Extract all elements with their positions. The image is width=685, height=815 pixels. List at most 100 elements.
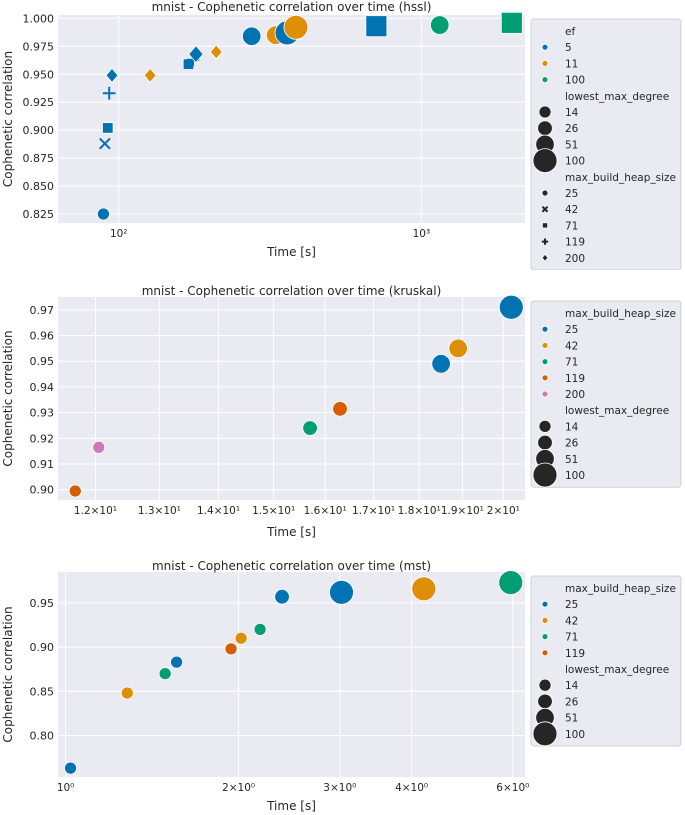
x-tick-label: 3×10⁰ [323,782,356,794]
legend-marker [532,462,558,488]
legend-item-label: 100 [565,729,585,741]
data-point [158,667,172,681]
legend-marker [541,325,549,333]
legend-item-label: 71 [565,357,578,369]
y-tick-label: 0.95 [30,355,55,368]
legend-box [530,300,682,488]
legend-marker [541,649,549,657]
y-tick-label: 0.93 [30,407,55,420]
data-point [99,137,111,150]
mst-chart: 0.80 0.85 0.90 0.95 10⁰ 2×10⁰ 3×10⁰ 4×10⁰ 6×10⁰ m… [1,559,682,813]
data-point [431,354,451,374]
legend-group-title: ef [565,26,575,38]
y-tick-label: 0.90 [30,641,55,654]
data-point [430,15,450,35]
x-tick-label: 1.8×10¹ [398,505,441,517]
legend-item-label: 25 [565,599,578,611]
x-axis-label: Time [s] [266,245,316,259]
data-point [92,440,106,454]
legend-group-title: lowest_max_degree [565,91,669,103]
legend-marker [537,693,553,710]
legend-marker [541,238,549,245]
legend-marker [537,434,553,451]
data-point [242,26,262,46]
legend-group-title: lowest_max_degree [565,664,669,676]
legend-marker [541,617,549,624]
y-tick-label: 0.875 [23,152,55,165]
data-point [411,576,437,602]
legend-marker [541,600,549,608]
legend-marker [532,148,558,174]
y-tick-label: 0.85 [30,685,55,698]
x-tick-label: 2×10¹ [487,505,520,517]
legend-group-title: max_build_heap_size [565,172,676,184]
legend-group-title: max_build_heap_size [565,308,676,320]
legend-item-label: 51 [565,713,578,725]
data-point [68,484,82,498]
data-point [253,622,267,636]
plot-area [58,572,525,777]
y-tick-label: 0.825 [23,208,55,221]
data-point [274,588,290,605]
y-tick-label: 0.94 [30,381,55,394]
chart-title: mnist - Cophenetic correlation over time… [152,0,432,14]
data-point [96,207,110,221]
legend-item-label: 25 [565,324,578,336]
legend-item-label: 11 [565,58,578,70]
kruskal-chart: 0.90 0.91 0.92 0.93 0.94 0.95 0.96 0.97 1.2×10¹ 1… [1,284,682,539]
legend-marker [541,222,549,229]
y-tick-label: 0.900 [23,124,55,137]
legend-item-label: 5 [565,42,572,54]
legend-item-label: 42 [565,204,578,216]
data-point [283,14,309,40]
y-tick-label: 0.850 [23,180,55,193]
x-tick-label: 10³ [413,228,431,240]
legend-item-label: 119 [565,237,585,249]
data-point [329,579,354,605]
data-point [143,67,157,83]
legend-marker [541,76,549,83]
legend-item-label: 42 [565,615,578,627]
chart-title: mnist - Cophenetic correlation over time… [152,559,431,573]
y-axis-label: Cophenetic correlation [1,606,15,742]
y-tick-label: 0.92 [30,432,55,445]
y-axis-label: Cophenetic correlation [1,51,15,187]
legend-marker [538,419,552,433]
legend-marker [541,205,549,213]
legend-marker [541,390,549,398]
legend-item-label: 119 [565,648,585,660]
legend-item-label: 71 [565,220,578,232]
legend-marker [541,358,549,365]
data-point [234,631,248,645]
x-tick-label: 1.6×10¹ [304,505,347,517]
legend-marker [541,189,549,197]
legend-item-label: 119 [565,373,585,385]
data-point [500,11,523,34]
legend-marker [541,633,549,640]
data-point [120,686,134,700]
y-tick-label: 0.950 [23,68,55,81]
y-tick-label: 1.000 [23,12,55,25]
legend-marker [541,374,549,382]
data-point [209,44,223,60]
data-point [224,642,238,656]
legend-marker [541,60,549,67]
legend-item-label: 200 [565,253,585,265]
legend-group-title: lowest_max_degree [565,405,669,417]
legend-item-label: 42 [565,340,578,352]
y-axis-label: Cophenetic correlation [1,330,15,466]
chart-title: mnist - Cophenetic correlation over time… [142,284,442,298]
legend-item-label: 200 [565,389,585,401]
legend-item-label: 14 [565,680,579,692]
data-point [365,15,388,38]
x-tick-label: 10² [110,228,128,240]
legend-item-label: 14 [565,107,579,119]
legend-item-label: 71 [565,632,578,644]
data-point [64,761,77,775]
legend-item-label: 26 [565,123,579,135]
data-point [105,67,119,83]
x-tick-label: 4×10⁰ [395,782,428,794]
data-point [498,294,524,320]
x-tick-label: 2×10⁰ [222,782,255,794]
